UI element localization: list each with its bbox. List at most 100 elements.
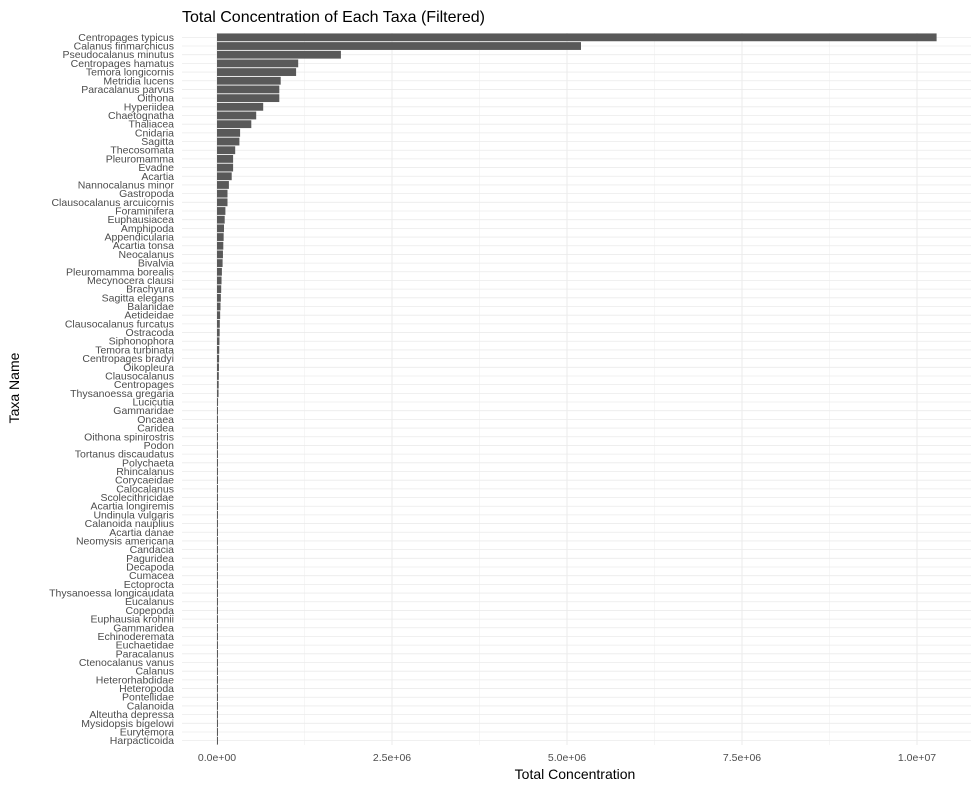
bar — [217, 493, 218, 502]
bar — [217, 632, 218, 641]
y-tick-label: Chaetognatha — [108, 110, 174, 122]
y-tick-label: Clausocalanus furcatus — [65, 318, 174, 330]
x-tick-label: 5.0e+06 — [548, 752, 586, 764]
y-tick-label: Scolecithricidae — [100, 492, 174, 504]
bar — [217, 476, 218, 485]
bar — [217, 615, 218, 624]
x-tick-label: 7.5e+06 — [723, 752, 761, 764]
y-tick-label: Paracalanus parvus — [81, 84, 174, 96]
y-tick-label: Brachyura — [126, 284, 174, 296]
y-axis-title: Taxa Name — [6, 352, 22, 423]
y-tick-label: Caridea — [137, 423, 174, 435]
y-tick-label: Nannocalanus minor — [78, 179, 175, 191]
bar — [217, 710, 218, 719]
y-tick-label: Thecosomata — [110, 145, 174, 157]
y-tick-label: Echinoderemata — [98, 631, 175, 643]
bar — [217, 606, 218, 615]
y-tick-label: Bivalvia — [138, 258, 174, 270]
x-axis-title: Total Concentration — [515, 766, 636, 782]
y-tick-label: Gammaridea — [113, 622, 174, 634]
bar — [217, 406, 218, 415]
y-tick-label: Harpacticoida — [110, 735, 174, 747]
y-tick-label: Rhincalanus — [116, 466, 174, 478]
x-tick-label: 0.0e+00 — [198, 752, 236, 764]
y-tick-label: Calanoida nauplius — [85, 518, 174, 530]
bar — [217, 146, 236, 155]
y-tick-label: Euphausiacea — [107, 214, 174, 226]
bar — [217, 328, 220, 337]
y-tick-label: Oithona — [137, 93, 174, 105]
bar — [217, 580, 218, 589]
y-tick-label: Foraminifera — [115, 206, 174, 218]
bar — [217, 563, 218, 571]
y-tick-label: Aetideidae — [124, 310, 174, 322]
y-tick-label: Temora turbinata — [95, 344, 174, 356]
y-tick-label: Euchaetidae — [116, 640, 175, 652]
y-tick-label: Corycaeidae — [115, 475, 174, 487]
bar — [217, 398, 219, 406]
bar — [217, 537, 218, 545]
y-tick-label: Centropages typicus — [78, 32, 174, 44]
y-tick-label: Siphonophora — [109, 336, 175, 348]
bar — [217, 554, 218, 563]
bar — [217, 484, 218, 493]
bar — [217, 267, 222, 276]
bar — [217, 120, 252, 129]
bar — [217, 59, 299, 68]
y-tick-label: Calanoida — [127, 700, 174, 712]
x-tick-label: 2.5e+06 — [373, 752, 411, 764]
bar — [217, 415, 218, 424]
y-tick-label: Lucicutia — [133, 397, 175, 409]
bar — [217, 50, 341, 59]
y-tick-label: Oithona spinirostris — [84, 431, 174, 443]
bar — [217, 441, 218, 450]
y-tick-label: Hyperiidea — [124, 101, 174, 113]
y-tick-label: Clausocalanus arcuicornis — [51, 197, 174, 209]
bar — [217, 259, 223, 268]
bar — [217, 458, 218, 467]
y-tick-label: Neocalanus — [119, 249, 174, 261]
y-tick-label: Alteutha depressa — [89, 709, 174, 721]
bar — [217, 319, 220, 328]
y-tick-label: Clausocalanus — [105, 370, 174, 382]
bar — [217, 432, 218, 441]
y-tick-label: Temora longicornis — [86, 67, 174, 79]
x-tick-label: 1.0e+07 — [898, 752, 936, 764]
chart-title: Total Concentration of Each Taxa (Filter… — [182, 9, 485, 26]
bar — [217, 181, 229, 189]
bar — [217, 42, 581, 50]
y-tick-label: Podon — [144, 440, 175, 452]
y-tick-label: Thysanoessa gregaria — [70, 388, 174, 400]
bar — [217, 623, 218, 632]
bar — [217, 128, 241, 137]
bar — [217, 372, 219, 380]
bar — [217, 189, 228, 198]
bar — [217, 380, 219, 389]
y-tick-label: Gammaridae — [113, 405, 174, 417]
bar — [217, 163, 234, 172]
bar — [217, 198, 228, 207]
y-tick-label: Gastropoda — [119, 188, 174, 200]
y-tick-label: Euphausia krohnii — [91, 614, 174, 626]
y-tick-label: Candacia — [130, 544, 175, 556]
y-tick-label: Acartia longiremis — [91, 501, 174, 513]
bar — [217, 276, 222, 285]
y-tick-label: Appendicularia — [105, 232, 175, 244]
y-tick-label: Mecynocera clausi — [87, 275, 174, 287]
y-tick-label: Eurytemora — [120, 726, 174, 738]
bar — [217, 102, 264, 111]
y-tick-label: Pontellidae — [122, 692, 174, 704]
y-tick-label: Pseudocalanus minutus — [63, 49, 175, 61]
y-tick-label: Oikopleura — [123, 362, 174, 374]
bar — [217, 311, 221, 320]
bar — [217, 736, 218, 745]
y-tick-label: Metridia lucens — [103, 75, 174, 87]
bar — [217, 250, 223, 259]
bar — [217, 684, 218, 693]
y-tick-label: Ectoprocta — [124, 579, 174, 591]
y-tick-label: Calocalanus — [116, 483, 174, 495]
bar — [217, 675, 218, 684]
y-tick-label: Mysidopsis bigelowi — [81, 718, 174, 730]
